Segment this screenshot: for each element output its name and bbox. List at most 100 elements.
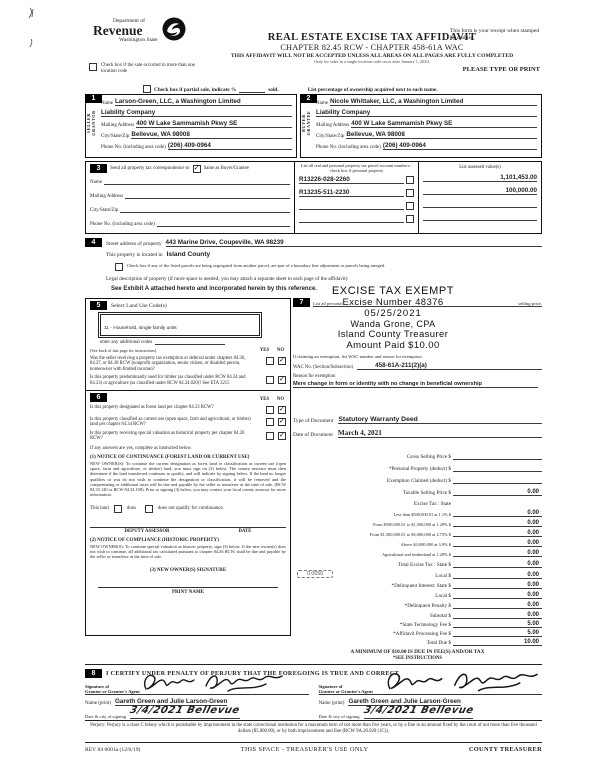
grantee-name-print-field[interactable]: Gareth Green and Julie Larson-Green (348, 698, 461, 706)
land-use-code-box[interactable]: 11 - Household, single family units (98, 312, 262, 338)
does-not-checkbox[interactable] (144, 504, 153, 513)
stamp-amount-paid: Amount Paid $10.00 (346, 340, 440, 351)
grantor-signature (144, 674, 283, 692)
grantee-name-print-label: Name (print) (318, 701, 345, 706)
does-checkbox[interactable] (113, 504, 122, 513)
multi-location-label: Check box if the sale occurred in more t… (101, 63, 195, 74)
stamp-date: 05/25/2021 (364, 308, 422, 319)
stamp-exempt-line: EXCISE TAX EXEMPT (331, 285, 455, 297)
doc-date-field[interactable]: March 4, 2021 (337, 429, 542, 438)
grantee-signature (387, 672, 538, 692)
grantee-signature-line[interactable]: Signature of Grantee or Grantee's Agent (318, 672, 542, 695)
s3-name-field[interactable] (103, 177, 290, 185)
grantee-date-city-field[interactable]: 3/4/2021 Bellevue (362, 700, 474, 719)
segregated-checkbox[interactable] (115, 263, 123, 271)
q-yes-checkbox[interactable] (266, 357, 274, 365)
grantor-signing-block: Signature of Grantor or Grantor's Agent … (85, 674, 309, 719)
new-owner-signature-line[interactable] (98, 586, 278, 588)
tax-row: Excise Tax : State (413, 501, 451, 507)
additional-codes-field[interactable] (155, 344, 226, 345)
parcel-header: List all real and personal property tax … (300, 163, 413, 173)
deputy-assessor-line: DEPUTY ASSESSOR DATE (90, 526, 286, 534)
parcel-id[interactable]: R13235-511-2230 (299, 189, 404, 197)
seller-city-field[interactable]: Bellevue, WA 98008 (131, 131, 292, 139)
question-text: Is this property designated as forest la… (90, 405, 214, 411)
parcel-row (299, 215, 414, 223)
date-label: DATE (238, 528, 252, 534)
grantor-date-city-label: Date & city of signing (85, 714, 127, 719)
question-row: Is this property predominantly used for … (90, 375, 286, 386)
question-text: Is this property predominantly used for … (90, 375, 246, 386)
multi-location-row: Check box if the sale occurred in more t… (89, 63, 209, 74)
q-no-checkbox[interactable] (278, 417, 286, 427)
grantor-name-print-field[interactable]: Gareth Green and Julie Larson-Green (114, 698, 228, 706)
multi-location-checkbox[interactable] (89, 63, 97, 71)
seller-name-field[interactable]: Larson-Green, LLC, a Washington Limited (114, 98, 292, 106)
street-address-field[interactable]: 443 Marine Drive, Coupeville, WA 98239 (165, 239, 542, 247)
buyer-address-field[interactable]: 400 W Lake Sammamish Pkwy SE (351, 120, 537, 128)
located-in-value[interactable]: Island County (166, 251, 211, 258)
see-back-note: (See back of last page for instructions) (90, 348, 157, 353)
q-yes-checkbox[interactable] (266, 376, 274, 385)
parcel-id[interactable] (299, 202, 404, 210)
local-rate-box[interactable]: 0.0050 (297, 570, 334, 578)
doc-type-field[interactable]: Statutory Warranty Deed (338, 416, 542, 424)
q-no-checkbox[interactable] (278, 405, 286, 415)
parcel-personal-checkbox[interactable] (406, 189, 414, 197)
s3-phone-field[interactable] (156, 219, 290, 227)
parcel-personal-checkbox[interactable] (406, 202, 414, 210)
yes-no-header: YES NO (259, 397, 285, 403)
parcel-id[interactable] (299, 215, 404, 223)
q-yes-checkbox[interactable] (266, 406, 274, 415)
assessed-value[interactable]: 100,000.00 (423, 187, 537, 195)
buyer-phone-field[interactable]: (206) 409-0964 (382, 142, 537, 150)
partial-sale-blank[interactable] (239, 92, 266, 93)
wac-field[interactable]: 458-61A-211(2)(a) (357, 362, 542, 370)
buyer-address-label: Mailing Address (316, 123, 350, 128)
q-yes-checkbox[interactable] (266, 418, 274, 427)
parcel-row: R13235-511-2230 (299, 189, 414, 197)
assessed-value[interactable] (423, 213, 537, 221)
reason-field[interactable]: Mere change in form or identity with no … (293, 381, 538, 388)
parties-row: 1 SELLER GRANTOR Name Larson-Green, LLC,… (85, 94, 542, 158)
parcel-personal-checkbox[interactable] (406, 176, 414, 184)
q-no-checkbox[interactable] (278, 356, 286, 365)
legal-description-value[interactable]: See Exhibit A attached hereto and incorp… (111, 286, 317, 292)
tax-row: Gross Selling Price $ (293, 448, 542, 460)
buyer-city-label: City/State/Zip (316, 134, 345, 139)
personal-property-label-left: List all personal (313, 301, 343, 306)
tax-row: Local $0.00 (293, 589, 542, 599)
grantee-signing-block: Signature of Grantee or Grantee's Agent … (318, 672, 542, 719)
doc-date-label: Date of Document (293, 432, 333, 438)
grantor-signature-line[interactable]: Signature of Grantor or Grantor's Agent (85, 674, 309, 695)
buyer-name-field-2[interactable]: Liability Company (316, 109, 537, 117)
seller-name-field-2[interactable]: Liability Company (101, 109, 292, 117)
buyer-city-field[interactable]: Bellevue, WA 98008 (346, 131, 537, 139)
tax-row: Subtotal $0.00 (293, 609, 542, 619)
seller-address-field[interactable]: 400 W Lake Sammamish Pkwy SE (136, 120, 292, 128)
same-as-buyer-checkbox[interactable] (192, 164, 201, 173)
new-owner-signature-title: (3) NEW OWNER(S) SIGNATURE (149, 567, 227, 573)
grantor-signature-label: Signature of Grantor or Grantor's Agent (85, 684, 140, 694)
q-no-checkbox[interactable] (278, 375, 286, 385)
assessed-value[interactable] (423, 200, 537, 208)
buyer-name-field[interactable]: Nicole Whittaker, LLC, a Washington Limi… (329, 98, 537, 106)
partial-sale-checkbox[interactable] (143, 85, 151, 93)
segregated-label: Check box if any of the listed parcels a… (127, 263, 386, 268)
parcel-id[interactable]: R13226-028-2260 (299, 176, 404, 184)
dor-logo: Department of Revenue Washington State (93, 18, 203, 43)
s3-address-field[interactable] (125, 191, 290, 199)
q-no-checkbox[interactable] (278, 431, 286, 440)
doc-type-label: Type of Document (293, 418, 334, 424)
tax-correspondence-column: 3 Send all property tax correspondence t… (86, 162, 294, 233)
s3-city-field[interactable] (120, 205, 290, 213)
grantor-date-city-field[interactable]: 3/4/2021 Bellevue (129, 700, 241, 719)
section-3-box: 3 Send all property tax correspondence t… (85, 161, 542, 234)
assessed-value[interactable]: 1,101,453.00 (423, 174, 537, 182)
parcel-row (299, 202, 414, 210)
q-yes-checkbox[interactable] (266, 431, 274, 440)
same-as-buyer-label: Same as Buyer/Grantee (203, 166, 249, 171)
partial-sale-row: Check box if partial sale, indicate % so… (143, 85, 438, 93)
seller-phone-field[interactable]: (206) 409-0964 (167, 142, 292, 150)
parcel-personal-checkbox[interactable] (406, 215, 414, 223)
